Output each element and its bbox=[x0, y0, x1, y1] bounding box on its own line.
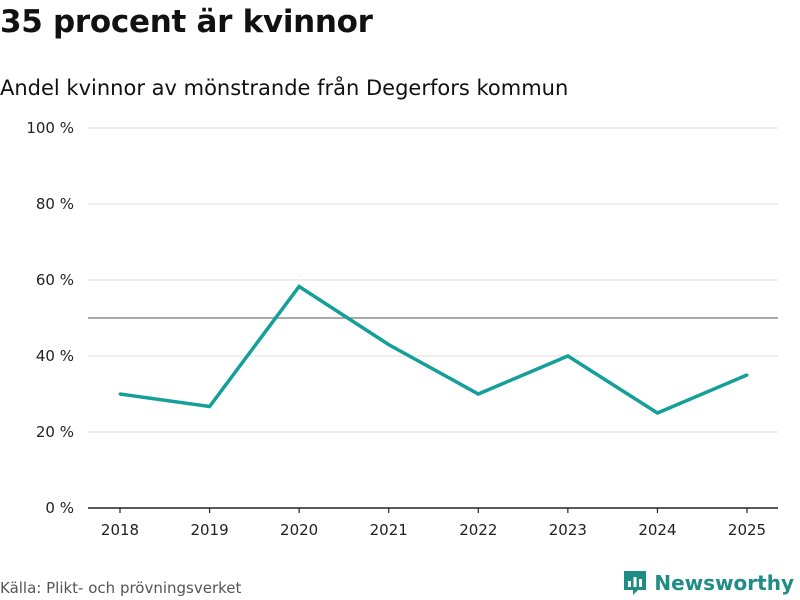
data-point-2025 bbox=[745, 373, 749, 377]
source-note: Källa: Plikt- och prövningsverket bbox=[0, 579, 242, 597]
data-point-2024 bbox=[655, 411, 659, 415]
x-tick-label: 2022 bbox=[459, 521, 497, 539]
brand-logo: Newsworthy bbox=[622, 569, 794, 597]
brand-name: Newsworthy bbox=[654, 571, 794, 595]
x-tick-label: 2020 bbox=[280, 521, 318, 539]
y-tick-label: 0 % bbox=[45, 499, 74, 517]
y-axis-ticks: 0 % 20 % 40 % 60 % 80 % 100 % bbox=[26, 119, 74, 517]
data-point-2021 bbox=[387, 343, 391, 347]
data-point-2022 bbox=[476, 392, 480, 396]
x-tick-label: 2021 bbox=[370, 521, 408, 539]
line-chart: 0 % 20 % 40 % 60 % 80 % 100 % 2018 2019 2020 202… bbox=[26, 119, 778, 539]
x-tick-label: 2024 bbox=[638, 521, 676, 539]
y-tick-label: 80 % bbox=[36, 195, 74, 213]
x-tick-label: 2025 bbox=[728, 521, 766, 539]
x-axis-ticks: 2018 2019 2020 2021 2022 2023 2024 2025 bbox=[101, 508, 766, 539]
y-tick-label: 100 % bbox=[26, 119, 74, 137]
newsworthy-logo-icon bbox=[624, 571, 647, 595]
chart-title: 35 procent är kvinnor bbox=[0, 4, 373, 40]
x-tick-label: 2019 bbox=[190, 521, 228, 539]
data-point-2023 bbox=[566, 354, 570, 358]
data-point-2020 bbox=[297, 284, 301, 288]
y-tick-label: 40 % bbox=[36, 347, 74, 365]
series-line-andel-kvinnor bbox=[119, 284, 748, 415]
chart-subtitle: Andel kvinnor av mönstrande från Degerfo… bbox=[0, 76, 569, 100]
x-tick-label: 2018 bbox=[101, 521, 139, 539]
y-tick-label: 60 % bbox=[36, 271, 74, 289]
data-point-2018 bbox=[118, 392, 122, 396]
y-tick-label: 20 % bbox=[36, 423, 74, 441]
series-points bbox=[118, 284, 749, 415]
x-tick-label: 2023 bbox=[549, 521, 587, 539]
data-point-2019 bbox=[208, 405, 212, 409]
grid-lines bbox=[88, 127, 778, 433]
